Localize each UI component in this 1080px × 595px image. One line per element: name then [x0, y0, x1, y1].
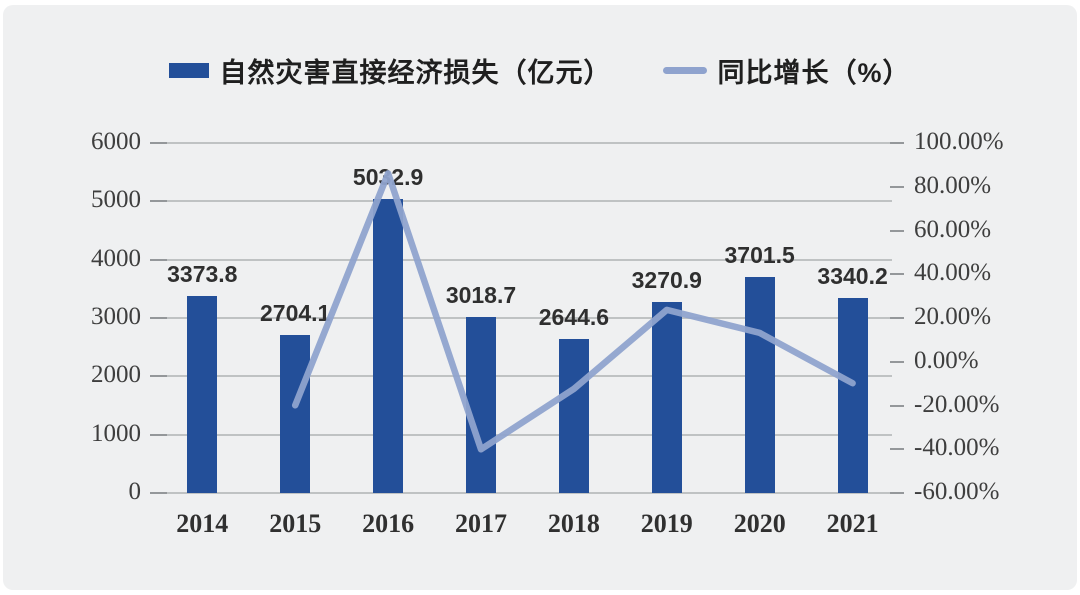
- right-axis-tick: [890, 448, 904, 451]
- bar-2015: [280, 335, 311, 493]
- bar-2020: [744, 277, 775, 493]
- x-axis-label-2015: 2015: [269, 509, 322, 538]
- bar-2018: [558, 338, 589, 493]
- bar-value-label: 5032.9: [352, 164, 424, 191]
- legend: 自然灾害直接经济损失（亿元） 同比增长（%）: [0, 50, 1080, 90]
- bar-value-label: 3340.2: [817, 263, 888, 290]
- left-axis-tick-label: 5000: [91, 186, 141, 214]
- left-axis-tick-label: 0: [128, 478, 142, 505]
- gridline: [150, 492, 892, 494]
- right-axis-tick-label: -40.00%: [914, 434, 1000, 462]
- left-axis-tick: [150, 142, 167, 144]
- x-axis-label-2021: 2021: [826, 509, 879, 538]
- left-axis-tick: [150, 317, 167, 319]
- legend-item-growth: 同比增长（%）: [663, 51, 910, 90]
- bar-series-legend-label: 自然灾害直接经济损失（亿元）: [219, 57, 612, 88]
- right-axis-tick: [890, 229, 904, 232]
- left-axis-tick-label: 6000: [91, 128, 141, 155]
- bar-2014: [187, 296, 218, 493]
- left-axis-tick: [150, 375, 167, 378]
- right-axis-tick-label: -60.00%: [914, 478, 1000, 505]
- legend-item-loss: 自然灾害直接经济损失（亿元）: [169, 51, 611, 90]
- bar-value-label: 2704.1: [260, 300, 331, 327]
- bar-2016: [373, 199, 404, 493]
- bar-2017: [466, 316, 496, 493]
- right-axis-tick-label: 100.00%: [914, 128, 1004, 155]
- right-axis-tick: [890, 492, 904, 494]
- gridline: [150, 200, 892, 203]
- bar-2019: [651, 302, 682, 493]
- bar-value-label: 2644.6: [538, 303, 610, 330]
- bar-value-label: 3270.9: [631, 267, 702, 294]
- x-axis-label-2014: 2014: [176, 509, 229, 538]
- right-axis-tick-label: 20.00%: [914, 303, 992, 330]
- gridline: [150, 375, 892, 378]
- right-axis-tick-label: 80.00%: [914, 171, 992, 199]
- bar-2021: [837, 298, 868, 493]
- left-axis-tick-label: 3000: [91, 303, 141, 330]
- right-axis-tick: [890, 142, 904, 144]
- bar-value-label: 3373.8: [167, 261, 238, 288]
- right-axis-tick: [890, 404, 904, 407]
- x-axis-label-2017: 2017: [455, 509, 507, 538]
- x-axis-label-2019: 2019: [640, 509, 693, 538]
- right-axis-tick: [890, 185, 904, 188]
- left-axis-tick: [150, 433, 167, 436]
- left-axis-tick-label: 1000: [91, 419, 141, 447]
- bar-series-swatch-icon: [169, 62, 210, 78]
- right-axis-tick-label: 40.00%: [914, 259, 992, 287]
- left-axis-tick-label: 2000: [91, 361, 141, 389]
- right-axis-tick: [890, 317, 904, 319]
- gridline: [150, 433, 892, 436]
- left-axis-tick: [150, 492, 167, 494]
- x-axis-label-2016: 2016: [362, 509, 415, 538]
- gridline: [150, 142, 892, 144]
- line-series-swatch-icon: [663, 66, 708, 74]
- x-axis-label-2018: 2018: [547, 509, 600, 538]
- right-axis-tick-label: -20.00%: [914, 390, 1000, 418]
- right-axis-tick-label: 60.00%: [914, 215, 992, 243]
- line-series-legend-label: 同比增长（%）: [717, 57, 911, 88]
- left-axis-tick-label: 4000: [91, 244, 141, 272]
- x-axis-label-2020: 2020: [733, 509, 786, 538]
- left-axis-tick: [150, 258, 167, 261]
- right-axis-tick: [890, 360, 904, 363]
- right-axis-tick-label: 0.00%: [914, 346, 979, 374]
- left-axis-tick: [150, 200, 167, 203]
- right-axis-tick: [890, 273, 904, 276]
